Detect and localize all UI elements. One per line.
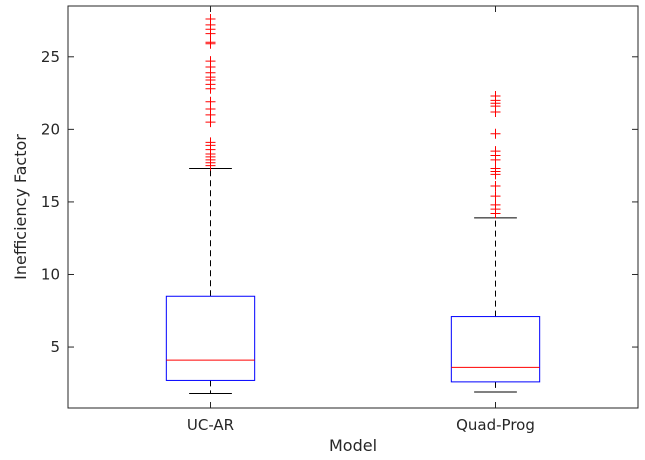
y-tick-label: 20 [41,120,60,138]
outlier-point [490,180,501,191]
outlier-point [490,199,501,210]
outlier-point [490,90,501,101]
outlier-point [205,37,216,48]
y-axis: 5 10 15 20 25 [41,48,638,356]
outlier-point [490,128,501,139]
x-tick-label: Quad-Prog [456,416,535,434]
y-tick-label: 15 [41,193,60,211]
y-tick-label: 10 [41,265,60,283]
outlier-point [490,146,501,157]
y-tick-label: 25 [41,48,60,66]
iqr-box [450,316,541,383]
outlier-point [205,137,216,148]
chart-marks [165,14,541,394]
iqr-box [165,295,256,381]
outlier-point [205,96,216,107]
outlier-point [205,56,216,67]
y-tick-label: 5 [50,338,60,356]
box-group-uc-ar [165,14,256,394]
x-axis: UC-AR Quad-Prog [187,6,535,434]
outlier-point [490,191,501,202]
box-group-quad-prog [450,90,541,393]
outlier-point [490,163,501,174]
outlier-point [205,14,216,25]
x-tick-label: UC-AR [187,416,234,434]
plot-area [67,5,639,409]
y-axis-title: Inefficiency Factor [11,134,30,280]
x-axis-title: Model [329,436,377,455]
